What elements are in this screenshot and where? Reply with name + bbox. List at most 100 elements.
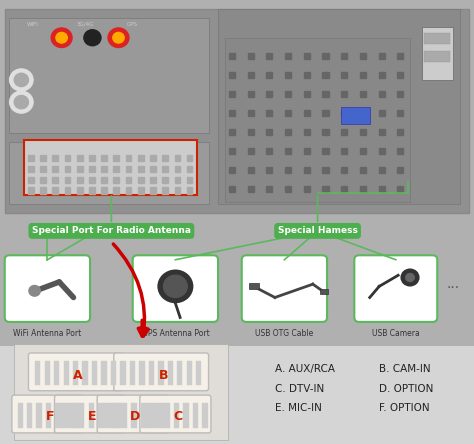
Circle shape [9,69,33,91]
Text: GPS: GPS [127,22,138,27]
Bar [174,187,180,194]
Bar [229,53,235,59]
Circle shape [56,32,67,43]
Bar [285,53,291,59]
Circle shape [51,28,72,48]
Bar [229,148,235,154]
Bar [177,361,182,385]
FancyBboxPatch shape [114,353,209,391]
Bar [35,361,40,385]
Bar [322,91,328,97]
Text: Special Hamess: Special Hamess [278,226,357,235]
Circle shape [84,30,101,46]
Bar [266,148,273,154]
Bar [229,91,235,97]
Bar [28,166,34,172]
Bar [174,155,180,161]
Bar [229,111,235,116]
Bar [285,129,291,135]
Bar [341,72,347,78]
Bar [187,166,192,172]
Bar [183,403,189,428]
Text: USB Camera: USB Camera [372,329,419,337]
Bar [55,403,61,428]
Bar [247,91,254,97]
Bar [247,53,254,59]
Bar [162,155,168,161]
Bar [397,91,403,97]
Bar [150,187,156,194]
Bar [397,186,403,192]
FancyBboxPatch shape [249,283,259,289]
Bar [155,403,160,428]
Bar [53,166,58,172]
Bar [40,187,46,194]
Bar [79,403,84,428]
Text: ...: ... [446,277,459,291]
Bar [141,403,146,428]
Bar [379,111,385,116]
Bar [89,177,95,183]
Bar [360,167,366,173]
Bar [54,361,59,385]
Text: A. AUX/RCA: A. AUX/RCA [275,364,335,373]
Bar [229,129,235,135]
FancyBboxPatch shape [225,38,410,202]
Bar [174,403,179,428]
FancyBboxPatch shape [133,255,218,322]
Text: D: D [130,409,140,423]
Bar [160,403,165,428]
Bar [304,148,310,154]
Bar [360,111,366,116]
Text: USB OTG Cable: USB OTG Cable [255,329,313,337]
Bar [341,186,347,192]
Bar [89,155,95,161]
Bar [28,177,34,183]
FancyBboxPatch shape [5,255,90,322]
Bar [126,187,131,194]
Bar [397,167,403,173]
FancyBboxPatch shape [422,27,453,80]
Bar [360,91,366,97]
Bar [247,111,254,116]
FancyBboxPatch shape [55,395,126,433]
Bar [397,72,403,78]
Bar [360,148,366,154]
Bar [304,53,310,59]
Bar [101,155,107,161]
Bar [360,129,366,135]
Circle shape [9,91,33,113]
Circle shape [14,73,28,87]
Bar [158,361,164,385]
Bar [322,148,328,154]
Bar [379,91,385,97]
Bar [36,403,42,428]
Bar [266,72,273,78]
Bar [40,166,46,172]
Bar [285,111,291,116]
Bar [187,361,192,385]
Bar [174,166,180,172]
Bar [60,403,65,428]
Bar [266,167,273,173]
Bar [266,186,273,192]
Text: F: F [46,409,54,423]
Bar [304,72,310,78]
Bar [150,155,156,161]
FancyBboxPatch shape [97,395,168,433]
FancyBboxPatch shape [24,140,197,195]
Text: C: C [173,409,182,423]
Bar [113,187,119,194]
Bar [397,148,403,154]
Bar [285,148,291,154]
Bar [266,111,273,116]
Bar [379,167,385,173]
Bar [89,403,94,428]
Bar [112,403,118,428]
Bar [89,187,95,194]
Circle shape [401,270,419,285]
FancyBboxPatch shape [320,289,328,294]
Bar [53,155,58,161]
Circle shape [14,95,28,109]
Bar [341,167,347,173]
